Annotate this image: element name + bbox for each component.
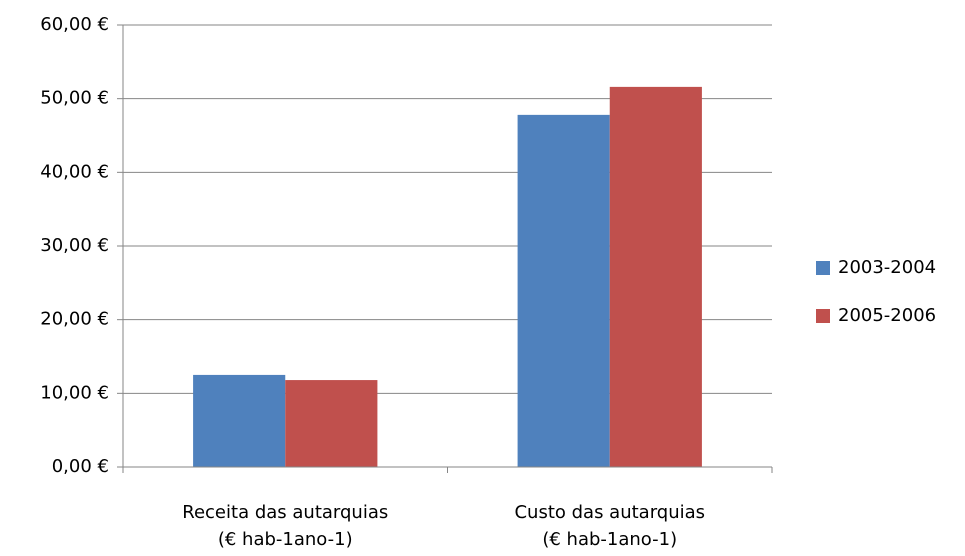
- y-tick-label: 60,00 €: [40, 14, 109, 35]
- x-tick-label: Custo das autarquias: [514, 502, 705, 523]
- y-tick-label: 30,00 €: [40, 235, 109, 256]
- bar: [285, 380, 378, 467]
- bar: [193, 374, 286, 467]
- legend-swatch: [816, 261, 830, 275]
- legend-label: 2005-2006: [838, 305, 936, 326]
- y-tick-label: 10,00 €: [40, 382, 109, 403]
- y-tick-label: 20,00 €: [40, 309, 109, 330]
- bar: [609, 86, 702, 467]
- x-tick-label: (€ hab-1ano-1): [542, 529, 677, 550]
- y-tick-label: 0,00 €: [52, 456, 109, 477]
- x-tick-label: Receita das autarquias: [182, 502, 388, 523]
- y-tick-label: 40,00 €: [40, 161, 109, 182]
- legend-swatch: [816, 309, 830, 323]
- x-tick-label: (€ hab-1ano-1): [218, 529, 353, 550]
- y-tick-label: 50,00 €: [40, 88, 109, 109]
- bar: [517, 114, 610, 467]
- legend-label: 2003-2004: [838, 257, 936, 278]
